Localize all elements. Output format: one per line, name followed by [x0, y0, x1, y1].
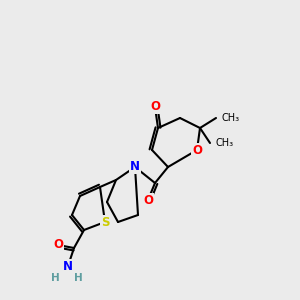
- Text: CH₃: CH₃: [215, 138, 233, 148]
- Text: H: H: [74, 273, 82, 283]
- Text: O: O: [150, 100, 160, 113]
- Text: O: O: [192, 143, 202, 157]
- Text: H: H: [51, 273, 59, 283]
- Text: O: O: [53, 238, 63, 251]
- Text: N: N: [63, 260, 73, 272]
- Text: O: O: [143, 194, 153, 206]
- Text: CH₃: CH₃: [221, 113, 239, 123]
- Text: N: N: [130, 160, 140, 173]
- Text: S: S: [101, 215, 109, 229]
